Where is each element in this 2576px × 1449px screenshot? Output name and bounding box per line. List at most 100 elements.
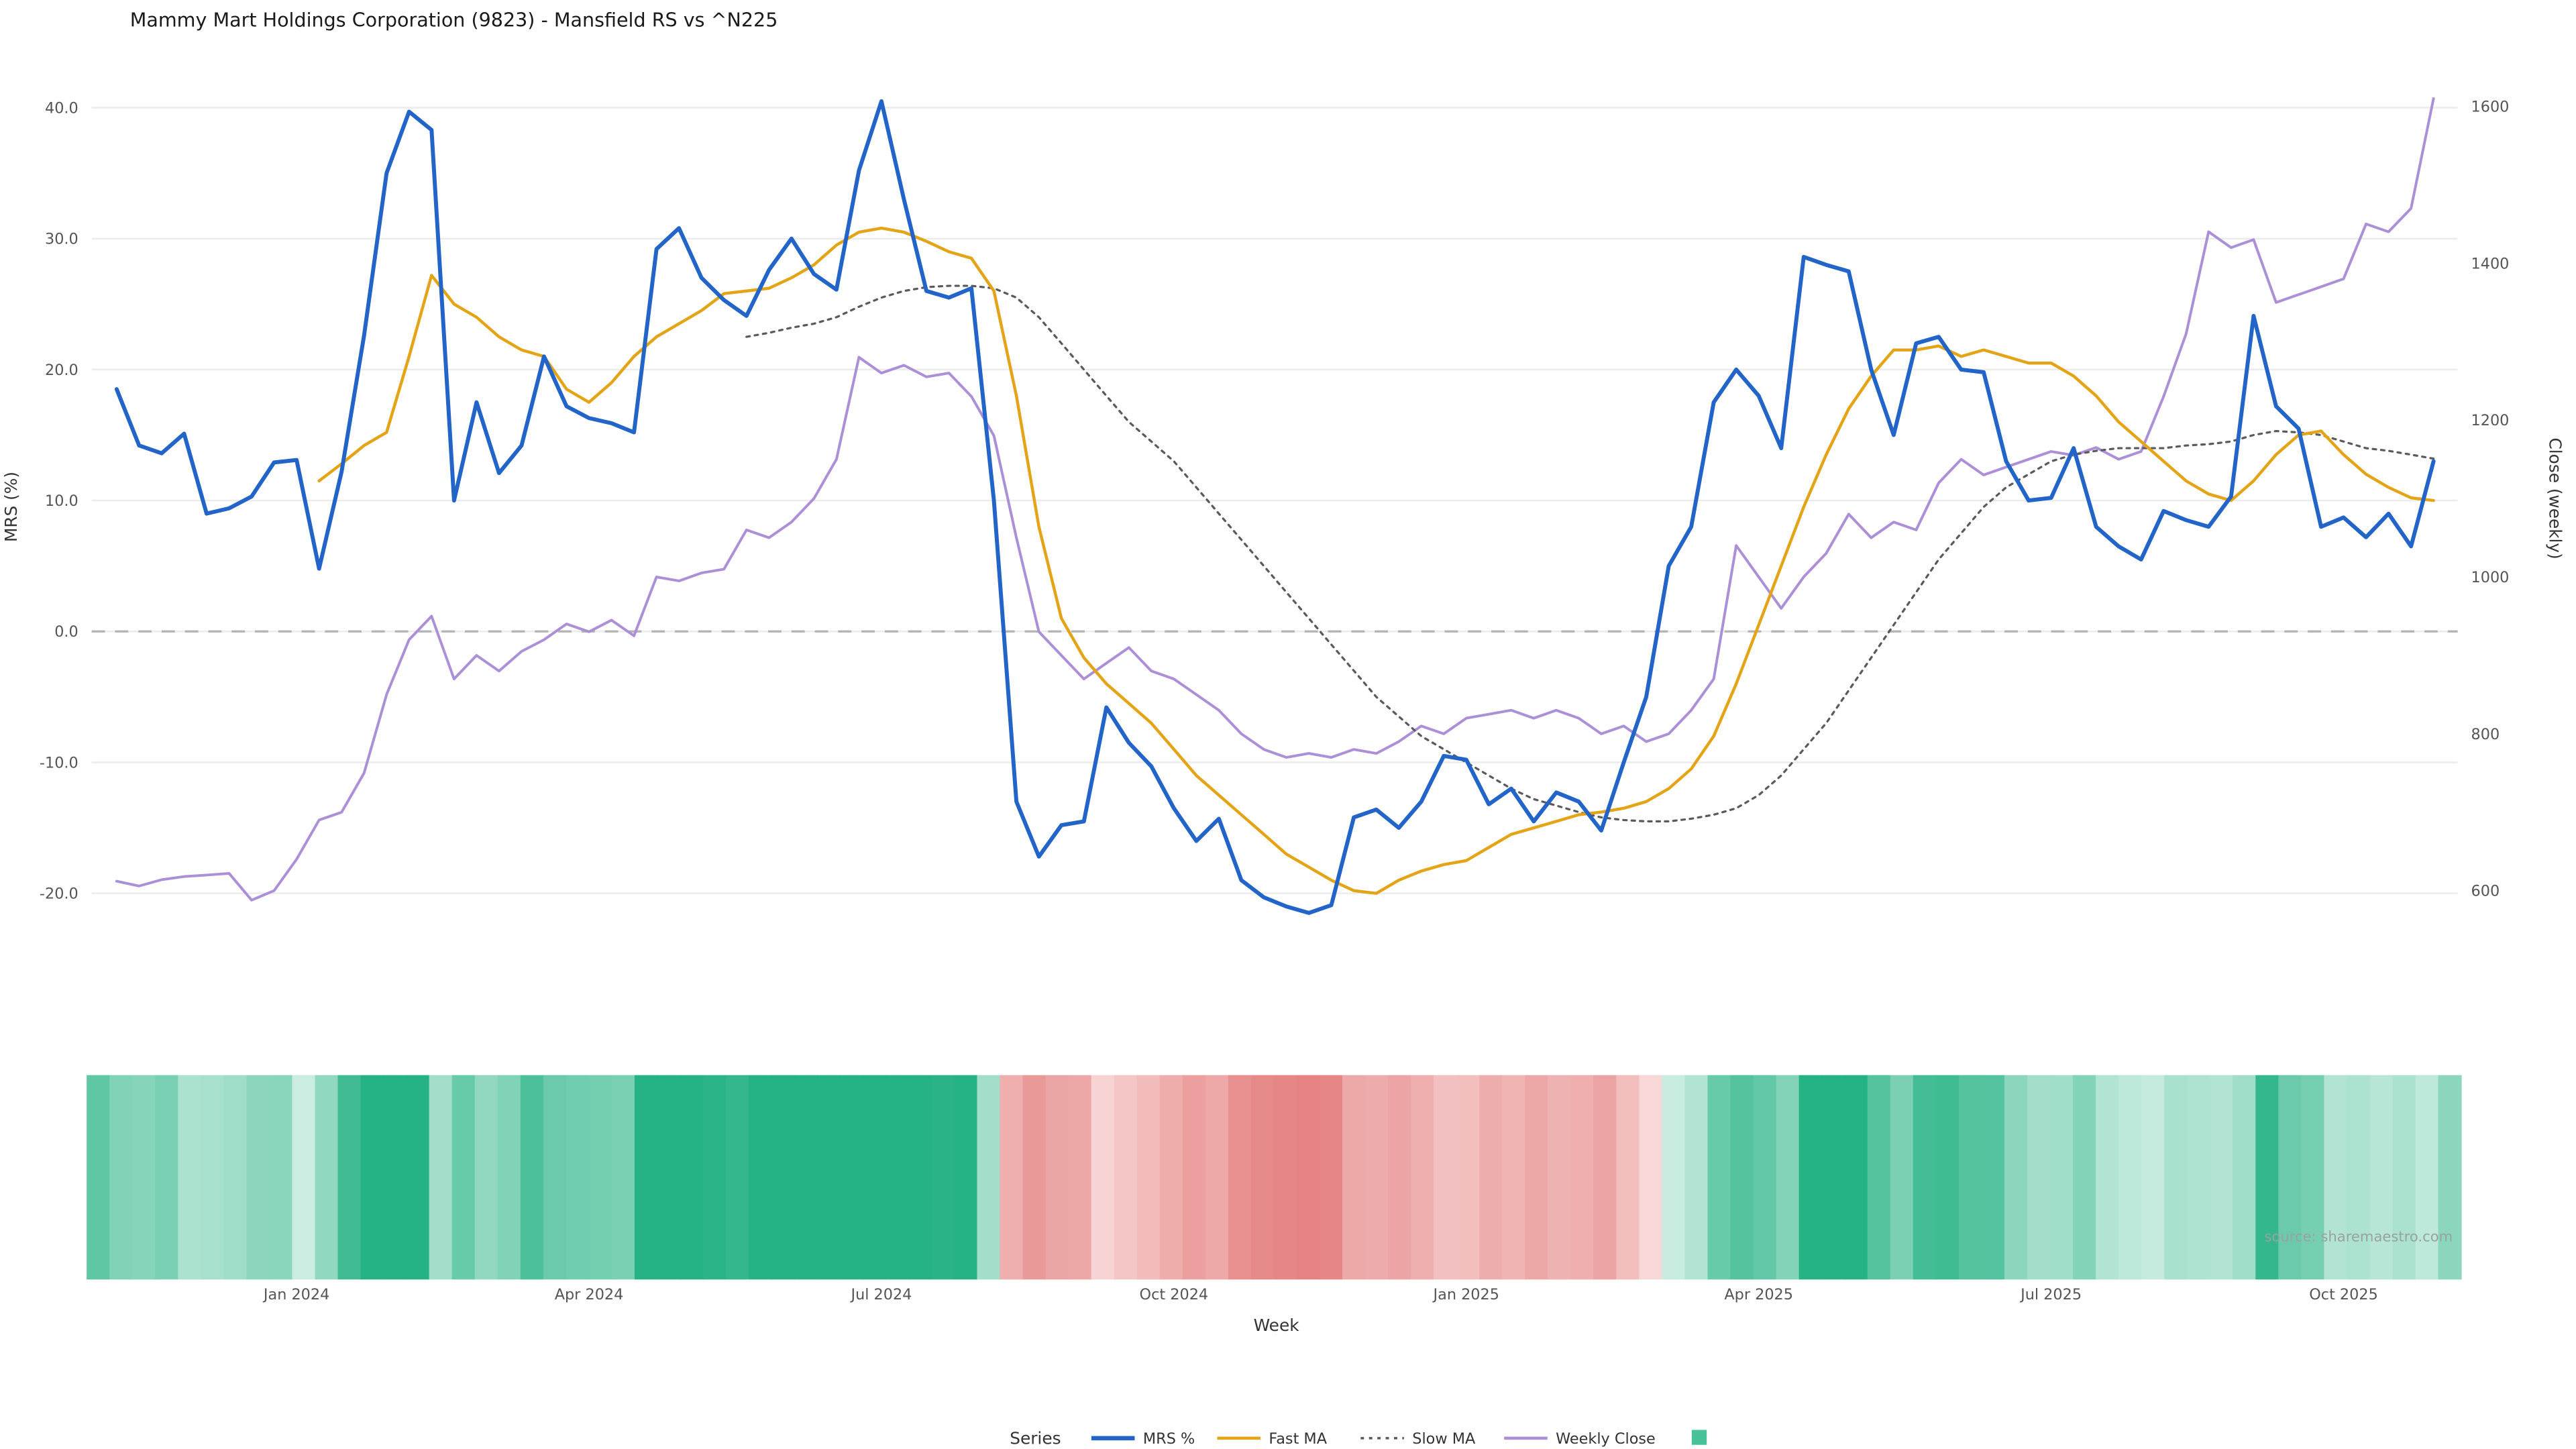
heatmap-cell <box>87 1075 111 1280</box>
heatmap-cell <box>634 1075 658 1280</box>
heatmap-cell <box>2347 1075 2371 1280</box>
right-tick-label: 1600 <box>2471 98 2510 115</box>
right-tick-label: 1200 <box>2471 412 2510 429</box>
heatmap-cell <box>2369 1075 2394 1280</box>
heatmap-cell <box>1319 1075 1343 1280</box>
heatmap-cell <box>1250 1075 1275 1280</box>
heatmap-cell <box>1958 1075 1982 1280</box>
legend-entry-label: MRS % <box>1143 1430 1195 1448</box>
series-line-weekly-close <box>115 97 2435 902</box>
heatmap-cell <box>1365 1075 1389 1280</box>
heatmap-cell <box>1296 1075 1320 1280</box>
legend-entry-label: Slow MA <box>1412 1430 1476 1448</box>
heatmap-cell <box>1616 1075 1640 1280</box>
heatmap-cell <box>2301 1075 2325 1280</box>
heatmap-cell <box>817 1075 841 1280</box>
heatmap-cell <box>2415 1075 2439 1280</box>
heatmap-cell <box>109 1075 133 1280</box>
heatmap-cell <box>2073 1075 2097 1280</box>
x-axis-title: Week <box>1254 1316 1300 1335</box>
x-tick-label: Jul 2025 <box>2019 1286 2082 1303</box>
series-line-fast-ma <box>317 226 2435 895</box>
heatmap-cell <box>2392 1075 2416 1280</box>
left-tick-label: -10.0 <box>40 754 78 771</box>
x-axis-tick-labels: Jan 2024 Apr 2024 Jul 2024 Oct 2024 Jan 2025… <box>262 1286 2378 1303</box>
heatmap-cell <box>2324 1075 2348 1280</box>
heatmap-cell <box>1434 1075 1458 1280</box>
heatmap-cell <box>611 1075 635 1280</box>
heatmap-cell <box>566 1075 590 1280</box>
heatmap-cell <box>1662 1075 1686 1280</box>
left-axis-tick-labels: 40.0 30.0 20.0 10.0 0.0 -10.0 -20.0 <box>40 99 78 902</box>
heatmap-cell <box>2278 1075 2302 1280</box>
heatmap-cell <box>794 1075 818 1280</box>
heatmap-cell <box>474 1075 498 1280</box>
heatmap-cell <box>1570 1075 1595 1280</box>
legend: Series MRS % Fast MA Slow MA Weekly Close <box>1010 1429 1707 1448</box>
heatmap-cell <box>1114 1075 1138 1280</box>
right-tick-label: 800 <box>2471 726 2500 743</box>
heatmap-cell <box>497 1075 521 1280</box>
heatmap-cell <box>1844 1075 1868 1280</box>
heatmap-cell <box>977 1075 1001 1280</box>
left-tick-label: 10.0 <box>45 492 78 510</box>
gridlines <box>91 107 2458 894</box>
chart-title: Mammy Mart Holdings Corporation (9823) -… <box>130 9 778 32</box>
left-tick-label: -20.0 <box>40 885 78 903</box>
heatmap-cell <box>726 1075 750 1280</box>
legend-entry-label: Weekly Close <box>1556 1430 1656 1448</box>
heatmap-cell <box>657 1075 682 1280</box>
left-tick-label: 20.0 <box>45 362 78 379</box>
heatmap-cell <box>1890 1075 1914 1280</box>
heatmap-cell <box>1593 1075 1617 1280</box>
heatmap-cell <box>1981 1075 2005 1280</box>
heatmap-cell <box>1342 1075 1366 1280</box>
heatmap-cell <box>954 1075 978 1280</box>
heatmap-cell <box>406 1075 430 1280</box>
heatmap-cell <box>1228 1075 1252 1280</box>
heatmap-cell <box>2050 1075 2074 1280</box>
heatmap-cell <box>2438 1075 2462 1280</box>
heatmap-cell <box>223 1075 248 1280</box>
heatmap-cell <box>1456 1075 1481 1280</box>
heatmap-cell <box>1525 1075 1549 1280</box>
source-credit: source: sharemaestro.com <box>2264 1228 2453 1244</box>
heatmap-cell <box>2004 1075 2028 1280</box>
heatmap-cell <box>2141 1075 2165 1280</box>
heatmap-cell <box>383 1075 407 1280</box>
heatmap-cell <box>132 1075 156 1280</box>
heatmap-cell <box>315 1075 339 1280</box>
heatmap-cell <box>931 1075 955 1280</box>
heatmap-cell <box>1707 1075 1731 1280</box>
heatmap-cell <box>703 1075 727 1280</box>
heatmap-cell <box>1639 1075 1663 1280</box>
heatmap-cell <box>1136 1075 1161 1280</box>
heatmap-cell <box>178 1075 202 1280</box>
right-tick-label: 1400 <box>2471 255 2510 272</box>
left-tick-label: 40.0 <box>45 99 78 117</box>
heatmap-cell <box>588 1075 612 1280</box>
right-tick-label: 1000 <box>2471 569 2510 586</box>
right-axis-title: Close (weekly) <box>2545 437 2565 559</box>
heatmap-cell <box>292 1075 316 1280</box>
heatmap-cell <box>201 1075 225 1280</box>
heatmap-cell <box>451 1075 476 1280</box>
heatmap-cell <box>1913 1075 1937 1280</box>
heatmap-cell <box>429 1075 453 1280</box>
heatmap-cell <box>1753 1075 1777 1280</box>
heatmap-cell <box>1388 1075 1412 1280</box>
heatmap-cell <box>543 1075 567 1280</box>
heatmap-cell <box>1502 1075 1526 1280</box>
heatmap-cell <box>246 1075 270 1280</box>
heatmap-cell <box>1411 1075 1435 1280</box>
x-tick-label: Jan 2024 <box>262 1286 329 1303</box>
heatmap-cell <box>1776 1075 1800 1280</box>
heatmap-cell <box>1182 1075 1206 1280</box>
heatmap-cell <box>1045 1075 1069 1280</box>
heatmap-cell <box>2210 1075 2234 1280</box>
heatmap-cell <box>337 1075 362 1280</box>
heatmap-cell <box>680 1075 704 1280</box>
heatmap-cell <box>908 1075 932 1280</box>
left-tick-label: 30.0 <box>45 231 78 248</box>
